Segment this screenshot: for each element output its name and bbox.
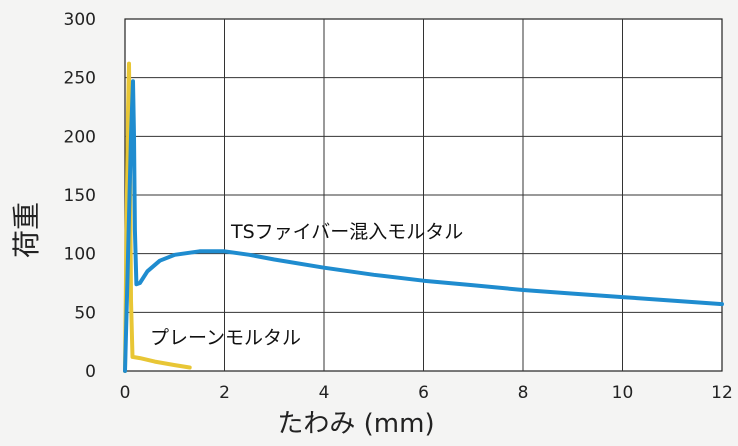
y-axis-label: 荷重 <box>10 202 43 258</box>
series-label-ts-fiber: TSファイバー混入モルタル <box>230 221 463 243</box>
series-label-plain: プレーンモルタル <box>150 327 301 349</box>
y-tick-label: 0 <box>85 362 96 382</box>
series-line-plain <box>123 61 192 373</box>
y-tick-label: 250 <box>64 69 96 89</box>
x-tick-label: 12 <box>711 383 733 403</box>
x-tick-label: 10 <box>612 383 634 403</box>
series-group <box>123 61 724 373</box>
x-axis-ticks: 0 2 4 6 8 10 12 <box>120 383 733 403</box>
y-tick-label: 300 <box>64 10 96 30</box>
y-tick-label: 100 <box>64 245 96 265</box>
y-axis-ticks: 0 50 100 150 200 250 300 <box>64 10 96 382</box>
x-tick-label: 4 <box>319 383 330 403</box>
x-tick-label: 0 <box>120 383 131 403</box>
y-tick-label: 200 <box>64 127 96 147</box>
y-tick-label: 150 <box>64 186 96 206</box>
y-tick-label: 50 <box>74 303 96 323</box>
x-tick-label: 2 <box>219 383 230 403</box>
x-tick-label: 6 <box>418 383 429 403</box>
series-line-ts-fiber <box>123 79 724 373</box>
x-tick-label: 8 <box>518 383 529 403</box>
x-axis-label: たわみ (mm) <box>277 409 434 439</box>
grid <box>125 19 722 371</box>
